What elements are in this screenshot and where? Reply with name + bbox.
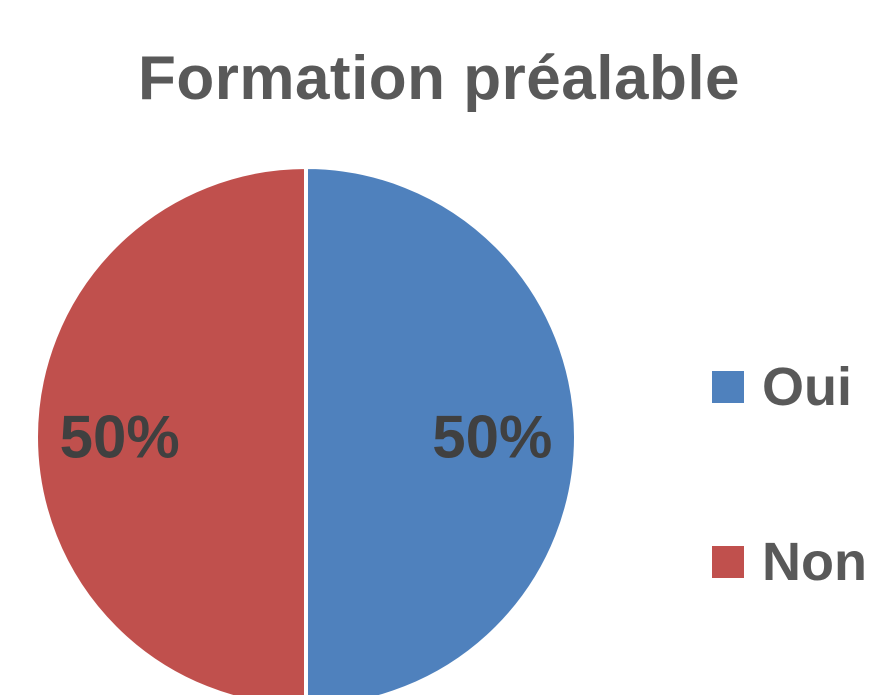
legend-label-oui: Oui [762,357,852,417]
chart-title: Formation préalable [137,44,741,113]
legend-swatch-non [712,546,744,578]
pie-slice-non [34,165,308,695]
pie-slices [34,165,578,695]
data-label-non: 50% [60,404,180,471]
legend-item-non: Non [712,535,867,589]
pie-slice-oui [304,165,578,695]
legend-swatch-oui [712,371,744,403]
data-label-oui: 50% [432,404,552,471]
pie-data-labels: 50% 50% [60,404,553,471]
legend-item-oui: Oui [712,360,852,414]
legend-label-non: Non [762,532,867,592]
